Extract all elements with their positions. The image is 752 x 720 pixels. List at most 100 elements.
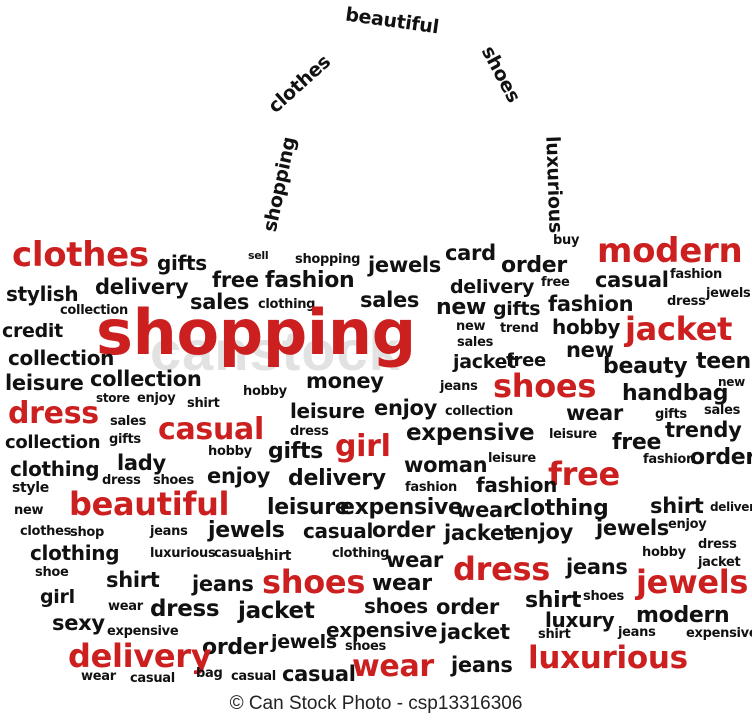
bag-word: shoes <box>345 639 386 654</box>
bag-word: expensive <box>686 626 752 641</box>
bag-word: clothing <box>10 457 100 481</box>
bag-word: sales <box>110 414 147 429</box>
bag-word: jacket <box>625 310 733 348</box>
bag-word: leisure <box>267 495 350 520</box>
bag-word: free <box>541 275 570 290</box>
bag-word: shoes <box>493 367 597 405</box>
bag-word: card <box>445 241 496 265</box>
bag-word: expensive <box>326 618 438 642</box>
bag-word: trendy <box>665 418 742 442</box>
bag-word: new <box>718 375 745 389</box>
bag-word: dress <box>8 396 99 431</box>
bag-word: new <box>14 503 44 518</box>
bag-word: dress <box>698 537 737 552</box>
bag-word: trend <box>500 321 539 336</box>
bag-word: clothing <box>30 541 120 565</box>
bag-word: sales <box>457 335 494 350</box>
bag-word: shoes <box>262 563 366 601</box>
bag-word: jeans <box>566 555 628 579</box>
bag-word: expensive <box>340 495 463 520</box>
bag-word: jeans <box>618 625 656 640</box>
bag-word: shirt <box>106 568 160 592</box>
bag-word: dress <box>667 294 706 309</box>
bag-word: handbag <box>622 381 729 406</box>
handle-word: luxurious <box>541 135 567 234</box>
bag-word: wear <box>81 669 116 684</box>
bag-word: order <box>372 518 435 542</box>
bag-word: shoes <box>583 589 624 604</box>
handle-word: beautiful <box>343 3 441 39</box>
bag-word: jacket <box>444 521 514 545</box>
bag-word: casual <box>303 519 374 543</box>
bag-word: casual <box>158 412 264 447</box>
bag-word: casual <box>282 662 356 686</box>
bag-word: clothing <box>332 546 390 561</box>
bag-word: dress <box>150 596 220 622</box>
bag-word: shoes <box>364 594 428 618</box>
bag-word: casual <box>130 671 175 686</box>
bag-word: leisure <box>549 427 597 442</box>
bag-word: delivery <box>450 276 535 298</box>
bag-word: shop <box>70 525 105 540</box>
bag-word: jewels <box>271 631 337 653</box>
bag-word: casual <box>214 546 259 561</box>
bag-word: store <box>96 391 130 405</box>
handle-word: shopping <box>258 134 301 234</box>
bag-word: wear <box>352 649 434 684</box>
bag-word: clothes <box>20 524 72 539</box>
bag-word: leisure <box>488 451 536 466</box>
bag-word: gifts <box>268 439 323 464</box>
bag-word: shirt <box>538 627 571 642</box>
bag-word: order <box>690 445 752 470</box>
bag-word: modern <box>636 603 730 628</box>
bag-word: new <box>566 338 614 362</box>
bag-word: free <box>548 455 620 493</box>
bag-word: delivery <box>710 500 752 514</box>
bag-word: clothing <box>510 496 609 521</box>
bag-word: hobby <box>552 315 621 339</box>
bag-word: shirt <box>187 396 220 411</box>
bag-word: money <box>306 369 384 393</box>
bag-word: dress <box>102 473 141 488</box>
bag-word: beauty <box>603 354 688 379</box>
bag-word: jeans <box>451 653 513 677</box>
bag-word: free <box>212 268 259 292</box>
bag-word: clothing <box>258 297 316 312</box>
bag-word: collection <box>60 303 128 318</box>
bag-word: luxurious <box>150 546 216 561</box>
bag-word: wear <box>372 571 432 596</box>
bag-word: new <box>456 319 486 334</box>
bag-word: luxurious <box>528 640 688 676</box>
bag-word: delivery <box>95 275 189 299</box>
handle-word: shoes <box>476 42 525 107</box>
bag-word: jacket <box>440 620 510 644</box>
bag-word: sell <box>248 249 269 262</box>
bag-word: luxury <box>545 608 615 632</box>
bag-word: delivery <box>288 466 386 491</box>
bag-word: enjoy <box>668 517 707 532</box>
bag-word: leisure <box>290 399 365 423</box>
bag-word: fashion <box>405 480 457 495</box>
bag-word: shirt <box>256 548 292 564</box>
bag-word: woman <box>404 453 488 477</box>
bag-word: order <box>501 253 567 278</box>
bag-word: shirt <box>650 494 704 518</box>
bag-word: fashion <box>670 267 722 282</box>
watermark-text: canstock <box>150 319 401 382</box>
bag-word: fashion <box>265 268 355 293</box>
bag-word: leisure <box>5 371 84 395</box>
bag-word: free <box>612 430 662 455</box>
bag-word: hobby <box>208 444 252 459</box>
bag-word: wear <box>456 498 513 522</box>
bag-word: jacket <box>238 598 315 624</box>
bag-word: girl <box>335 429 391 464</box>
bag-word: modern <box>597 231 743 271</box>
credit-bar <box>0 688 752 720</box>
bag-word: lady <box>117 451 166 475</box>
bag-word: sexy <box>52 611 105 635</box>
bag-word: wear <box>386 548 443 572</box>
handle-word: clothes <box>264 50 335 118</box>
bag-word: hobby <box>243 384 287 399</box>
bag-word: collection <box>8 346 115 370</box>
